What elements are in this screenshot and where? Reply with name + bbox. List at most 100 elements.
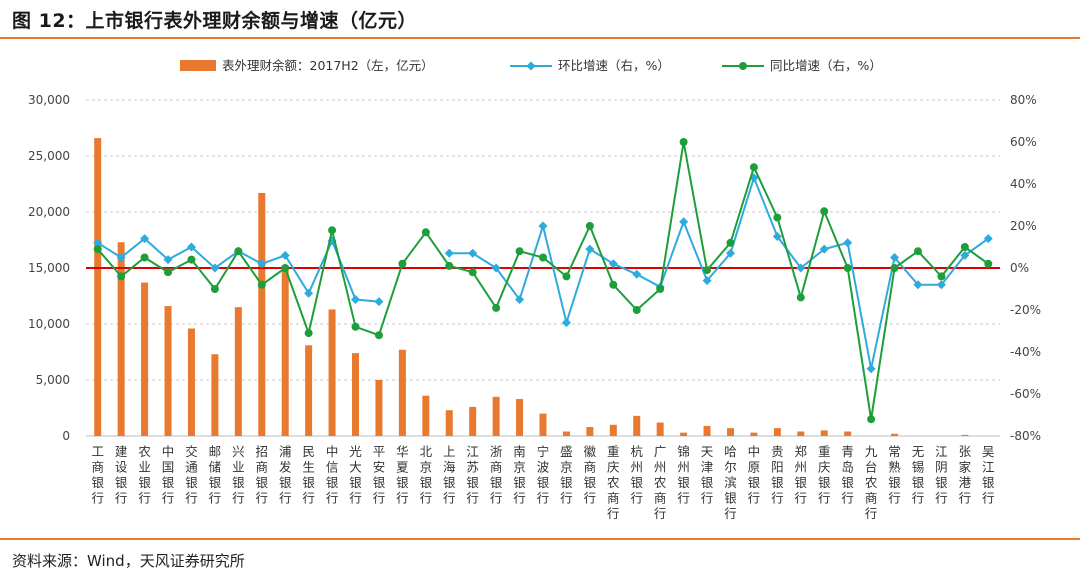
category-label: 贵阳银行 [771, 444, 784, 506]
category-label: 平安银行 [373, 444, 386, 506]
category-label: 广州农商行 [654, 444, 667, 521]
category-label: 重庆农商行 [607, 444, 620, 521]
right-tick-label: -80% [1010, 429, 1041, 443]
data-point [702, 276, 712, 286]
data-point [937, 272, 946, 281]
data-point [796, 263, 806, 273]
bar [539, 413, 547, 436]
left-axis: 0 5,000 10,000 15,000 20,000 25,000 30,000 [28, 93, 70, 443]
bar [680, 432, 688, 436]
bar [609, 424, 617, 436]
category-label: 浙商银行 [490, 444, 503, 506]
data-point [93, 238, 103, 248]
bar [961, 434, 969, 436]
data-point [679, 217, 689, 227]
data-point [843, 238, 853, 248]
data-point [561, 318, 571, 328]
bar [352, 353, 360, 436]
category-label: 郑州银行 [795, 444, 808, 506]
legend-hb-marker [526, 61, 536, 71]
data-point [749, 163, 758, 172]
bar [516, 399, 524, 436]
category-label: 浦发银行 [279, 444, 292, 506]
bar [211, 354, 219, 436]
legend-bar-swatch [180, 60, 216, 71]
data-point [515, 247, 524, 256]
bottom-rule [0, 538, 1080, 540]
category-label: 哈尔滨银行 [724, 444, 737, 521]
data-point [398, 259, 407, 268]
data-point [280, 250, 290, 260]
category-label: 建设银行 [115, 444, 128, 506]
category-label: 光大银行 [349, 444, 362, 506]
data-point [186, 242, 196, 252]
data-point [445, 261, 454, 270]
bar [422, 395, 430, 436]
category-label: 江苏银行 [466, 444, 479, 506]
right-tick-label: 20% [1010, 219, 1037, 233]
data-point [304, 329, 313, 338]
bar [469, 406, 477, 436]
category-label: 宁波银行 [537, 444, 550, 506]
right-tick-label: -40% [1010, 345, 1041, 359]
data-point [585, 244, 595, 254]
data-point [351, 295, 361, 304]
data-point [703, 266, 712, 275]
bar [586, 427, 594, 436]
data-point [867, 415, 876, 424]
hb-line-series [93, 173, 993, 374]
data-point [210, 263, 220, 273]
data-point [960, 243, 969, 251]
bar [891, 433, 899, 436]
source-note: 资料来源：Wind，天风证券研究所 [12, 552, 245, 570]
data-point [140, 234, 150, 244]
category-label: 中信银行 [326, 444, 339, 506]
bar-series [94, 138, 969, 436]
data-point [281, 264, 290, 272]
bar [656, 422, 664, 436]
data-point [187, 255, 196, 264]
data-point [773, 213, 782, 222]
data-point [726, 238, 735, 247]
left-tick-label: 15,000 [28, 261, 70, 275]
category-label: 无锡银行 [912, 444, 925, 506]
left-tick-label: 0 [62, 429, 70, 443]
data-point [304, 288, 314, 298]
page-title: 图 12：上市银行表外理财余额与增速（亿元） [12, 10, 418, 32]
data-point [890, 264, 899, 272]
data-point [913, 247, 922, 256]
data-point [116, 253, 126, 262]
right-tick-label: 0% [1010, 261, 1029, 275]
bar [820, 430, 828, 436]
bar [234, 307, 242, 436]
left-tick-label: 10,000 [28, 317, 70, 331]
legend-tb-label: 同比增速（右，%） [770, 58, 882, 73]
data-point [351, 322, 360, 331]
left-tick-label: 20,000 [28, 205, 70, 219]
category-label: 张家港行 [959, 444, 972, 506]
category-label: 常熟银行 [888, 444, 901, 506]
data-point [913, 280, 923, 290]
data-point [632, 306, 641, 314]
left-tick-label: 25,000 [28, 149, 70, 163]
data-point [820, 207, 829, 216]
bar [445, 410, 453, 436]
legend: 表外理财余额：2017H2（左，亿元） 环比增速（右，%） 同比增速（右，%） [180, 58, 882, 73]
bar [281, 265, 289, 436]
category-labels: 工商银行建设银行农业银行中国银行交通银行邮储银行兴业银行招商银行浦发银行民生银行… [91, 444, 995, 521]
data-point [515, 295, 525, 304]
data-point [984, 259, 993, 268]
data-point [257, 280, 266, 289]
data-point [890, 253, 900, 262]
category-label: 重庆银行 [818, 444, 831, 506]
right-tick-label: 60% [1010, 135, 1037, 149]
data-point [468, 248, 478, 258]
bar [562, 431, 570, 436]
bar [305, 345, 313, 436]
data-point [936, 280, 946, 290]
category-label: 中国银行 [162, 444, 175, 506]
data-point [374, 297, 384, 307]
data-point [819, 244, 829, 254]
data-point [374, 331, 383, 340]
right-tick-label: -60% [1010, 387, 1041, 401]
